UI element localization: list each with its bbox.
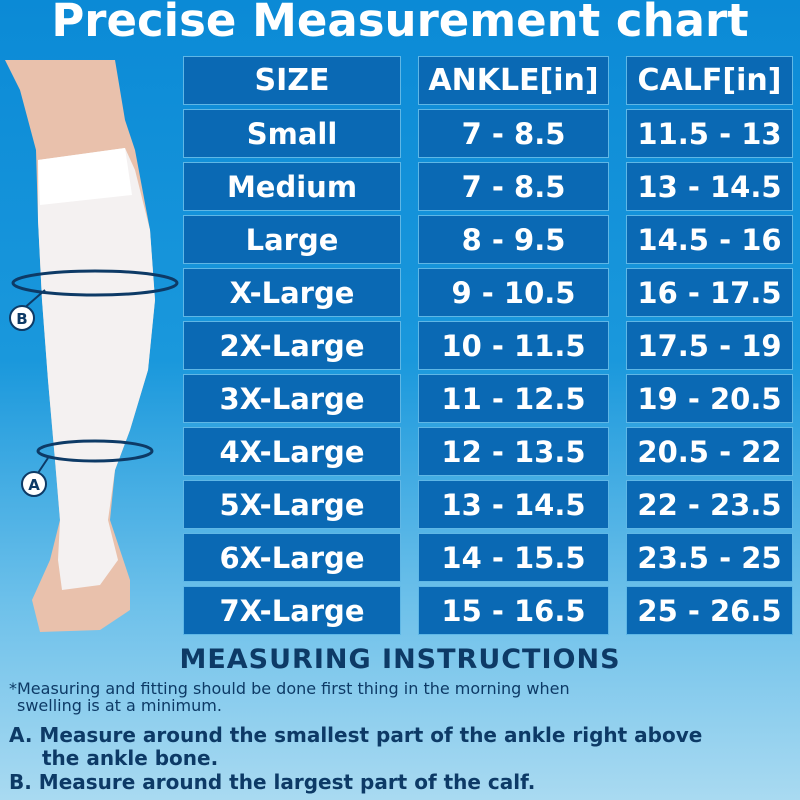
cell-ankle: 14 - 15.5 <box>418 533 609 582</box>
cell-size: Medium <box>183 162 401 211</box>
cell-size: Small <box>183 109 401 158</box>
cell-size: 4X-Large <box>183 427 401 476</box>
cell-ankle: 9 - 10.5 <box>418 268 609 317</box>
leg-with-compression-sock-illustration: B A <box>5 60 179 632</box>
marker-b-label: B <box>16 310 27 328</box>
instruction-a-line-1: A. Measure around the smallest part of t… <box>9 723 703 747</box>
cell-ankle: 7 - 8.5 <box>418 109 609 158</box>
marker-a-label: A <box>28 476 40 494</box>
cell-size: 2X-Large <box>183 321 401 370</box>
page-title: Precise Measurement chart <box>51 0 749 47</box>
instruction-a-line-2: the ankle bone. <box>42 746 219 770</box>
cell-calf: 14.5 - 16 <box>626 215 793 264</box>
cell-size: 6X-Large <box>183 533 401 582</box>
cell-calf: 19 - 20.5 <box>626 374 793 423</box>
cell-calf: 11.5 - 13 <box>626 109 793 158</box>
cell-ankle: 10 - 11.5 <box>418 321 609 370</box>
cell-ankle: 13 - 14.5 <box>418 480 609 529</box>
cell-calf: 23.5 - 25 <box>626 533 793 582</box>
cell-calf: 20.5 - 22 <box>626 427 793 476</box>
cell-size: 7X-Large <box>183 586 401 635</box>
cell-calf: 22 - 23.5 <box>626 480 793 529</box>
cell-calf: 17.5 - 19 <box>626 321 793 370</box>
header-ankle: ANKLE[in] <box>418 56 609 105</box>
instructions-title: MEASURING INSTRUCTIONS <box>179 644 621 675</box>
cell-calf: 16 - 17.5 <box>626 268 793 317</box>
cell-calf: 25 - 26.5 <box>626 586 793 635</box>
instruction-a: A. Measure around the smallest part of t… <box>9 724 799 770</box>
instructions-note: *Measuring and fitting should be done fi… <box>9 680 769 714</box>
cell-size: X-Large <box>183 268 401 317</box>
note-line-1: *Measuring and fitting should be done fi… <box>9 679 570 698</box>
header-calf: CALF[in] <box>626 56 793 105</box>
instruction-b: B. Measure around the largest part of th… <box>9 770 536 794</box>
cell-ankle: 7 - 8.5 <box>418 162 609 211</box>
header-size: SIZE <box>183 56 401 105</box>
note-line-2: swelling is at a minimum. <box>17 696 222 715</box>
cell-ankle: 12 - 13.5 <box>418 427 609 476</box>
cell-ankle: 15 - 16.5 <box>418 586 609 635</box>
cell-ankle: 11 - 12.5 <box>418 374 609 423</box>
cell-size: Large <box>183 215 401 264</box>
cell-ankle: 8 - 9.5 <box>418 215 609 264</box>
cell-size: 3X-Large <box>183 374 401 423</box>
cell-calf: 13 - 14.5 <box>626 162 793 211</box>
cell-size: 5X-Large <box>183 480 401 529</box>
